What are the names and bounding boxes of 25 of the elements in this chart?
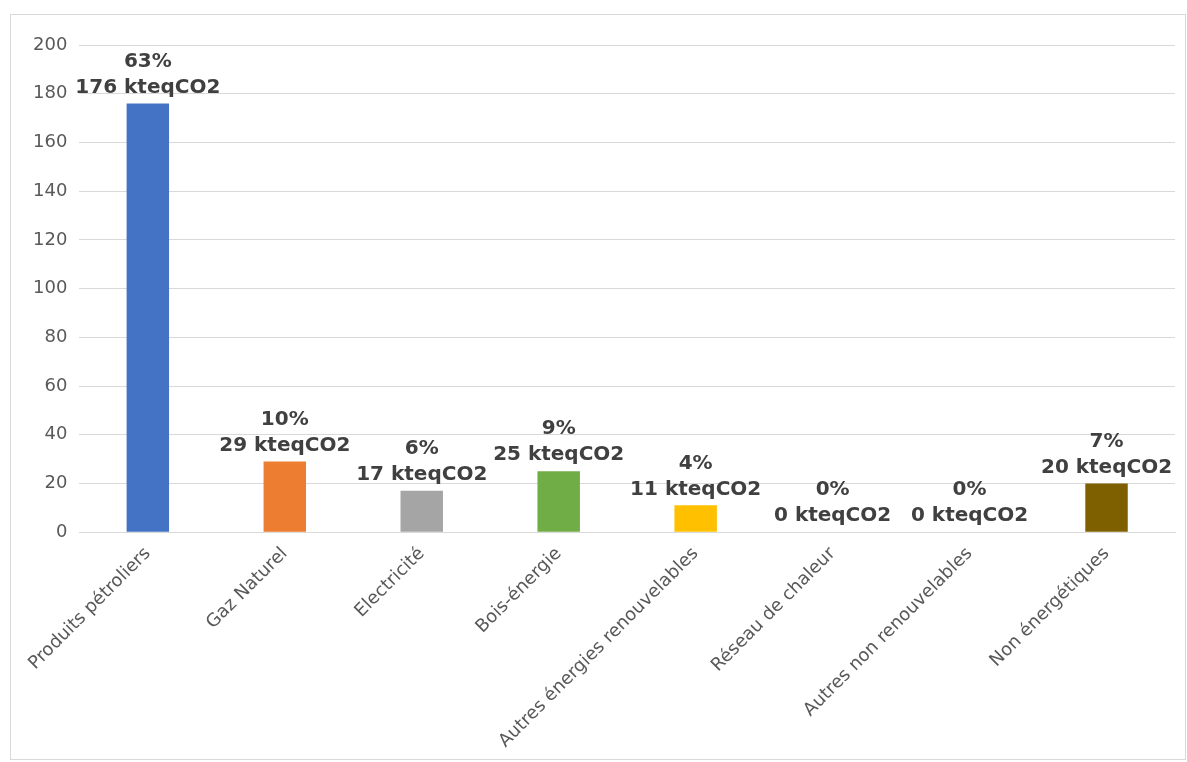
- bar: [126, 103, 170, 532]
- data-label: 63% 176 kteqCO2: [75, 47, 221, 98]
- bar: [263, 461, 307, 532]
- y-tick-label: 140: [33, 178, 68, 200]
- y-tick-label: 0: [55, 519, 68, 541]
- bar: [674, 505, 717, 532]
- y-tick-label: 20: [44, 471, 68, 493]
- data-label: 4% 11 kteqCO2: [630, 449, 762, 500]
- y-tick-label: 120: [33, 227, 68, 249]
- data-label: 0% 0 kteqCO2: [910, 476, 1029, 527]
- y-tick-label: 40: [44, 422, 68, 444]
- y-tick-label: 60: [44, 373, 68, 395]
- data-label: 7% 20 kteqCO2: [1040, 427, 1173, 478]
- data-label: 6% 17 kteqCO2: [356, 434, 488, 485]
- y-tick-label: 180: [33, 81, 68, 103]
- data-label: 9% 25 kteqCO2: [493, 415, 625, 466]
- bar: [400, 490, 443, 532]
- y-tick-label: 200: [33, 32, 68, 54]
- y-tick-label: 80: [44, 324, 68, 346]
- y-tick-label: 160: [33, 130, 68, 152]
- data-label: 0% 0 kteqCO2: [774, 476, 892, 527]
- bar: [537, 471, 580, 532]
- bar: [1085, 483, 1128, 532]
- y-tick-label: 100: [33, 276, 68, 298]
- data-label: 10% 29 kteqCO2: [219, 405, 351, 456]
